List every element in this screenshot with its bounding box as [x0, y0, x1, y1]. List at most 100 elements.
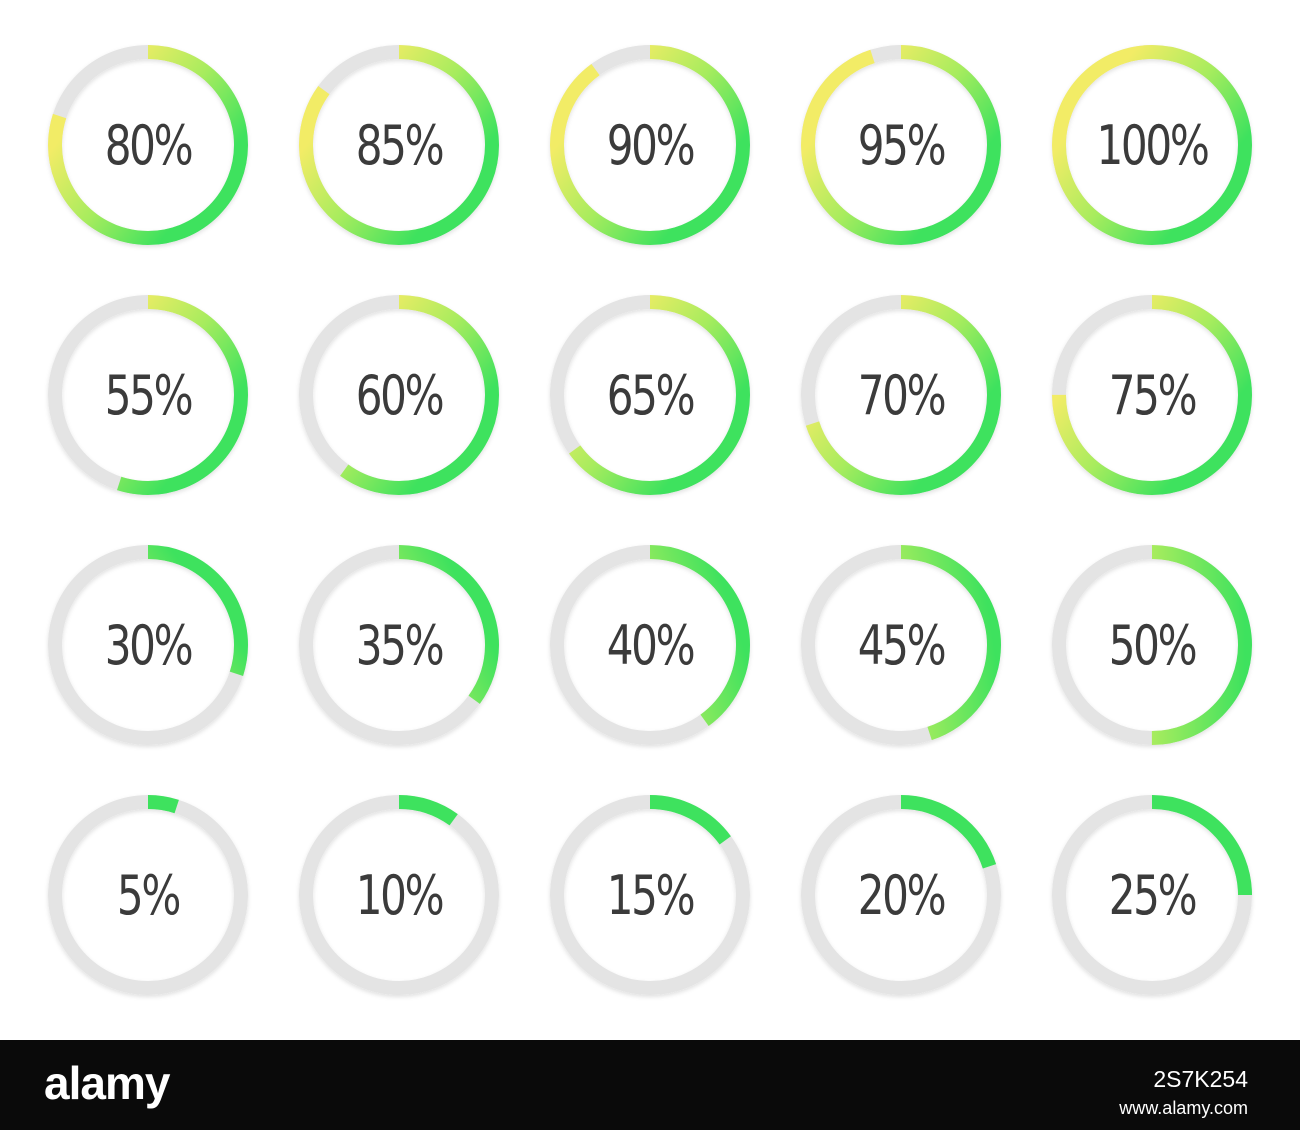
ring-center	[564, 559, 736, 731]
progress-ring-graphic	[1052, 295, 1252, 495]
progress-ring-graphic	[48, 545, 248, 745]
progress-ring-graphic	[550, 295, 750, 495]
progress-ring-graphic	[299, 45, 499, 245]
stock-footer-bar: alamy 2S7K254 www.alamy.com	[0, 1040, 1300, 1130]
ring-progress-arc	[48, 45, 248, 245]
ring-percent-label: 45%	[857, 613, 947, 677]
progress-ring-graphic	[801, 45, 1001, 245]
ring-progress-arc	[299, 295, 499, 495]
ring-progress-arc	[1052, 795, 1252, 995]
ring-center	[815, 809, 987, 981]
ring-progress-arc	[801, 795, 1001, 995]
ring-center	[815, 559, 987, 731]
progress-ring-graphic	[48, 45, 248, 245]
progress-ring: 75%	[1048, 291, 1256, 499]
alamy-logo: alamy	[44, 1057, 170, 1109]
ring-progress-arc	[1052, 545, 1252, 745]
ring-progress-arc	[48, 545, 248, 745]
progress-ring: 70%	[797, 291, 1005, 499]
ring-center	[815, 59, 987, 231]
progress-ring-graphic	[48, 295, 248, 495]
ring-center	[313, 59, 485, 231]
ring-center	[62, 309, 234, 481]
ring-percent-label: 25%	[1108, 863, 1198, 927]
ring-center	[815, 309, 987, 481]
progress-ring-graphic	[299, 545, 499, 745]
progress-ring-graphic	[550, 795, 750, 995]
ring-center	[1066, 59, 1238, 231]
progress-ring: 25%	[1048, 791, 1256, 999]
ring-center	[564, 59, 736, 231]
ring-center	[1066, 309, 1238, 481]
ring-progress-arc	[801, 545, 1001, 745]
ring-percent-label: 55%	[104, 363, 194, 427]
progress-ring-graphic	[550, 545, 750, 745]
ring-percent-label: 5%	[116, 863, 181, 927]
ring-center	[62, 559, 234, 731]
ring-percent-label: 30%	[104, 613, 194, 677]
ring-percent-label: 35%	[355, 613, 445, 677]
progress-ring-graphic	[1052, 545, 1252, 745]
progress-ring: 100%	[1048, 41, 1256, 249]
ring-progress-arc	[550, 795, 750, 995]
footer-url: www.alamy.com	[1119, 1098, 1248, 1118]
progress-ring: 5%	[44, 791, 252, 999]
ring-center	[313, 559, 485, 731]
progress-ring: 85%	[295, 41, 503, 249]
progress-ring: 10%	[295, 791, 503, 999]
progress-ring: 15%	[546, 791, 754, 999]
ring-progress-arc	[801, 295, 1001, 495]
ring-progress-arc	[550, 45, 750, 245]
progress-ring-graphic	[299, 295, 499, 495]
ring-progress-arc	[299, 545, 499, 745]
ring-percent-label: 40%	[606, 613, 696, 677]
ring-percent-label: 65%	[606, 363, 696, 427]
progress-ring-graphic	[299, 795, 499, 995]
progress-ring: 45%	[797, 541, 1005, 749]
progress-ring: 35%	[295, 541, 503, 749]
ring-center	[62, 59, 234, 231]
ring-percent-label: 90%	[606, 113, 696, 177]
ring-center	[1066, 809, 1238, 981]
ring-progress-arc	[299, 45, 499, 245]
ring-center	[313, 309, 485, 481]
ring-progress-arc	[48, 295, 248, 495]
ring-progress-arc	[550, 295, 750, 495]
progress-ring: 50%	[1048, 541, 1256, 749]
progress-ring: 65%	[546, 291, 754, 499]
ring-progress-arc	[801, 45, 1001, 245]
progress-ring: 55%	[44, 291, 252, 499]
ring-percent-label: 95%	[857, 113, 947, 177]
ring-percent-label: 15%	[606, 863, 696, 927]
progress-ring-graphic	[550, 45, 750, 245]
progress-ring-graphic	[48, 795, 248, 995]
ring-center	[62, 809, 234, 981]
ring-percent-label: 70%	[857, 363, 947, 427]
ring-percent-label: 10%	[355, 863, 445, 927]
ring-progress-arc	[1052, 45, 1252, 245]
ring-progress-arc	[1052, 295, 1252, 495]
ring-progress-arc	[48, 795, 248, 995]
ring-center	[1066, 559, 1238, 731]
image-id: 2S7K254	[1153, 1066, 1248, 1092]
progress-ring: 20%	[797, 791, 1005, 999]
progress-ring: 60%	[295, 291, 503, 499]
progress-ring-graphic	[801, 795, 1001, 995]
progress-ring-graphic	[1052, 795, 1252, 995]
progress-ring: 90%	[546, 41, 754, 249]
ring-percent-label: 100%	[1096, 113, 1209, 177]
ring-center	[564, 309, 736, 481]
ring-progress-arc	[299, 795, 499, 995]
progress-ring: 30%	[44, 541, 252, 749]
ring-center	[313, 809, 485, 981]
ring-center	[564, 809, 736, 981]
progress-ring-graphic	[801, 295, 1001, 495]
progress-ring: 80%	[44, 41, 252, 249]
ring-percent-label: 50%	[1108, 613, 1198, 677]
progress-ring-graphic	[1052, 45, 1252, 245]
progress-ring: 40%	[546, 541, 754, 749]
progress-ring: 95%	[797, 41, 1005, 249]
progress-ring-graphic	[801, 545, 1001, 745]
ring-percent-label: 80%	[104, 113, 194, 177]
ring-percent-label: 60%	[355, 363, 445, 427]
